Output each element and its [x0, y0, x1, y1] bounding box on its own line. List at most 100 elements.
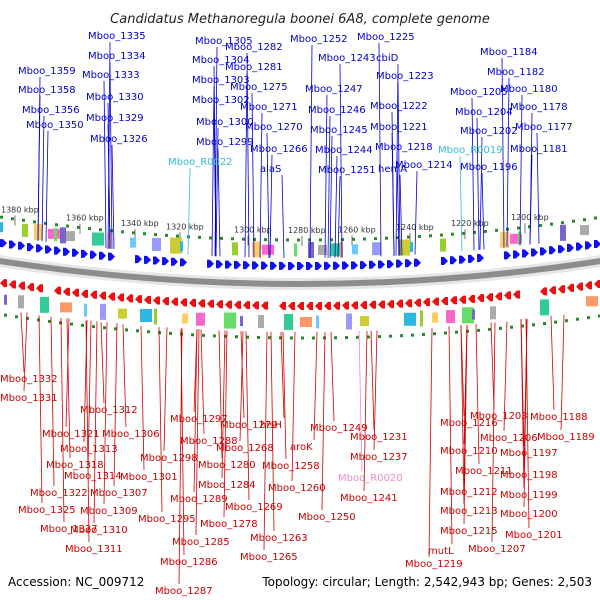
gene-label: Mboo_1237: [350, 452, 408, 463]
reverse-gene-arrow: [432, 297, 439, 306]
gene-label: Mboo_1298: [140, 453, 198, 464]
scale-dot: [253, 237, 256, 241]
label-leader-line: [463, 325, 468, 525]
scale-dot: [55, 223, 58, 227]
reverse-gene-arrow: [540, 287, 547, 296]
forward-gene-arrow: [90, 250, 97, 259]
scale-dot: [565, 319, 568, 323]
gene-label: Mboo_1251: [318, 165, 376, 176]
label-leader-line: [414, 170, 418, 255]
label-leader-line: [327, 115, 331, 258]
forward-gene-arrow: [108, 252, 115, 261]
reverse-gene-arrow: [54, 286, 61, 295]
label-leader-line: [282, 331, 287, 460]
scale-dot: [242, 237, 245, 241]
scale-dot: [198, 235, 201, 239]
gene-label: Mboo_1307: [90, 488, 148, 499]
scale-dot: [528, 225, 531, 229]
reverse-gene-arrow: [369, 300, 376, 309]
gene-label: Mboo_1266: [250, 144, 308, 155]
label-leader-line: [239, 331, 244, 442]
gene-label: Mboo_1243: [318, 53, 376, 64]
feature-block: [440, 238, 446, 252]
label-leader-line: [396, 152, 400, 256]
scale-dot: [224, 334, 227, 338]
forward-gene-arrow: [261, 261, 268, 270]
forward-gene-arrow: [450, 256, 457, 265]
reverse-gene-arrow: [558, 285, 565, 294]
reverse-gene-arrow: [225, 300, 232, 309]
reverse-gene-arrow: [18, 281, 25, 290]
label-leader-line: [107, 123, 111, 249]
forward-gene-arrow: [135, 255, 142, 264]
genome-summary: Topology: circular; Length: 2,542,943 bp…: [261, 575, 592, 589]
reverse-gene-arrow: [135, 295, 142, 304]
gene-label: Mboo_1289: [170, 494, 228, 505]
gene-label: Mboo_1327: [40, 524, 98, 535]
label-leader-line: [178, 328, 183, 585]
gene-label: Mboo_1281: [225, 62, 283, 73]
scale-dot: [15, 315, 18, 319]
gene-label: Mboo_1269: [225, 502, 283, 513]
gene-label: Mboo_1180: [500, 84, 558, 95]
forward-gene-arrow: [324, 261, 331, 270]
forward-gene-arrow: [540, 247, 547, 256]
scale-dot: [297, 238, 300, 242]
scale-dot: [532, 323, 535, 327]
forward-gene-arrow: [81, 249, 88, 258]
scale-dot: [176, 234, 179, 238]
feature-block: [300, 317, 312, 327]
forward-gene-arrow: [270, 261, 277, 270]
forward-gene-arrow: [513, 250, 520, 259]
feature-block: [118, 308, 127, 319]
label-leader-line: [87, 320, 92, 470]
feature-block: [130, 237, 136, 248]
scale-dot: [290, 336, 293, 340]
scale-dot: [154, 233, 157, 237]
gene-label: Mboo_1314: [64, 471, 122, 482]
gene-label: hisH: [260, 420, 282, 431]
scale-dot: [451, 232, 454, 236]
scale-dot: [121, 230, 124, 234]
feature-block: [40, 296, 49, 313]
scale-dot: [444, 331, 447, 335]
feature-block: [240, 316, 243, 327]
tick-label: 1200 kbp: [511, 213, 549, 222]
label-leader-line: [476, 117, 480, 251]
gene-label: Mboo_1181: [510, 144, 568, 155]
scale-dot: [136, 329, 139, 333]
scale-dot: [26, 316, 29, 320]
feature-block: [66, 231, 75, 242]
reverse-gene-arrow: [441, 296, 448, 305]
scale-dot: [400, 334, 403, 338]
label-leader-line: [259, 112, 263, 258]
gene-label: Mboo_1325: [18, 505, 76, 516]
scale-dot: [374, 237, 377, 241]
scale-dot: [77, 225, 80, 229]
scale-dot: [495, 228, 498, 232]
gene-label: Mboo_1271: [240, 102, 298, 113]
feature-block: [404, 312, 416, 326]
reverse-gene-arrow: [180, 298, 187, 307]
scale-dot: [396, 236, 399, 240]
reverse-gene-arrow: [63, 287, 70, 296]
forward-gene-arrow: [144, 255, 151, 264]
reverse-gene-arrow: [198, 299, 205, 308]
reverse-gene-arrow: [279, 301, 286, 310]
scale-dot: [510, 325, 513, 329]
scale-dot: [231, 237, 234, 241]
gene-label: Mboo_1356: [22, 105, 80, 116]
forward-gene-arrow: [351, 261, 358, 270]
reverse-gene-arrow: [171, 297, 178, 306]
forward-gene-arrow: [153, 256, 160, 265]
gene-label: Mboo_1225: [357, 32, 415, 43]
feature-block: [180, 241, 183, 252]
scale-dot: [264, 238, 267, 242]
label-leader-line: [266, 132, 270, 258]
forward-gene-arrow: [387, 260, 394, 269]
scale-dot: [92, 325, 95, 329]
scale-dot: [268, 336, 271, 340]
gene-label: Mboo_1284: [198, 480, 256, 491]
tick-label: 1240 kbp: [396, 223, 434, 232]
